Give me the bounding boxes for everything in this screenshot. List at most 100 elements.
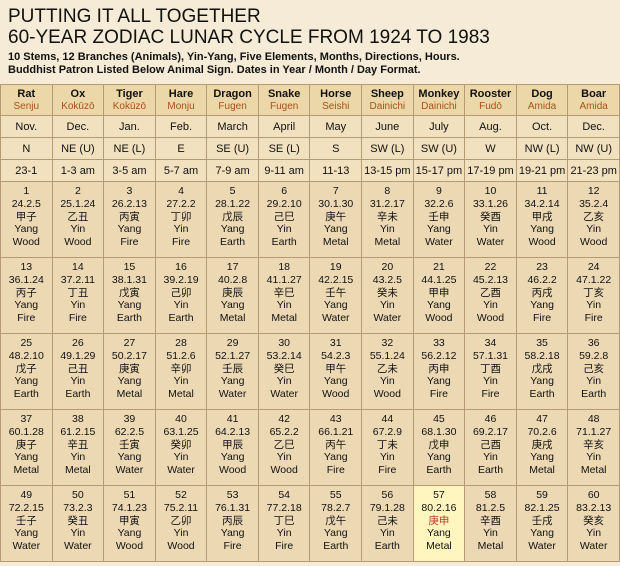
yin-yang: Yang xyxy=(530,375,554,388)
yin-yang: Yin xyxy=(586,527,602,540)
element: Water xyxy=(425,236,453,249)
hours-cell: 5-7 am xyxy=(154,159,208,182)
element: Earth xyxy=(529,388,555,401)
new-year-date: 83.2.13 xyxy=(576,501,612,514)
direction-cell: NW (U) xyxy=(567,137,620,160)
buddhist-patron: Senju xyxy=(13,100,40,112)
stem-branch: 甲子 xyxy=(15,210,37,223)
new-year-date: 55.1.24 xyxy=(369,349,405,362)
stem-branch: 辛亥 xyxy=(583,438,605,451)
direction-cell: SW (U) xyxy=(412,137,466,160)
element: Metal xyxy=(580,464,607,477)
animal-cell: Rat Senju xyxy=(0,84,53,116)
new-year-date: 47.1.22 xyxy=(576,273,612,286)
yin-yang: Yang xyxy=(117,527,142,540)
cycle-year-cell: 47 70.2.6 庚戌 Yang Metal xyxy=(515,409,569,486)
yin-yang: Yin xyxy=(173,299,189,312)
animal-cell: Snake Fugen xyxy=(257,84,311,116)
new-year-date: 26.2.13 xyxy=(111,197,147,210)
yin-yang: Yang xyxy=(220,223,245,236)
element: Earth xyxy=(13,388,39,401)
yin-yang: Yin xyxy=(483,223,498,236)
animal-cell: Dog Amida xyxy=(515,84,569,116)
cycle-year-cell: 13 36.1.24 丙子 Yang Fire xyxy=(0,257,53,334)
stem-branch: 壬辰 xyxy=(222,362,244,375)
cycle-number: 41 xyxy=(226,413,239,425)
stem-branch: 庚子 xyxy=(15,438,37,451)
cycle-number: 34 xyxy=(484,337,497,349)
cycle-year-cell: 56 79.1.28 己未 Yin Earth xyxy=(361,485,414,562)
stem-branch: 甲寅 xyxy=(118,514,140,527)
cycle-number: 58 xyxy=(484,489,497,501)
animal-cell: Horse Seishi xyxy=(309,84,363,116)
cycle-number: 22 xyxy=(484,261,497,273)
page-subtitle-line-2: Buddhist Patron Listed Below Animal Sign… xyxy=(8,64,421,76)
new-year-date: 44.1.25 xyxy=(421,273,457,286)
cycle-year-cell: 11 34.2.14 甲戌 Yang Wood xyxy=(515,181,569,258)
element: Water xyxy=(579,540,608,553)
element: Wood xyxy=(580,236,608,249)
element: Metal xyxy=(271,312,298,325)
direction-cell: NE (L) xyxy=(103,137,156,160)
animal-name: Hare xyxy=(168,87,194,100)
element: Fire xyxy=(68,312,87,325)
cycle-year-cell: 21 44.1.25 甲申 Yang Wood xyxy=(412,257,466,334)
cycle-number: 32 xyxy=(381,337,394,349)
yin-yang: Yang xyxy=(14,375,39,388)
new-year-date: 53.2.14 xyxy=(266,349,302,362)
yin-yang: Yin xyxy=(70,527,86,540)
cycle-row: 49 72.2.15 壬子 Yang Water 50 73.2.3 癸丑 Yin Water 51… xyxy=(0,485,620,562)
cycle-year-cell: 31 54.2.3 甲午 Yang Wood xyxy=(309,333,363,410)
stem-branch: 庚寅 xyxy=(118,362,140,375)
cycle-year-cell: 45 68.1.30 戊申 Yang Earth xyxy=(412,409,466,486)
cycle-year-cell: 7 30.1.30 庚午 Yang Metal xyxy=(309,181,363,258)
new-year-date: 24.2.5 xyxy=(11,197,41,210)
new-year-date: 45.2.13 xyxy=(472,273,509,286)
element: Fire xyxy=(120,236,139,249)
cycle-number: 5 xyxy=(229,185,236,197)
stem-branch: 庚午 xyxy=(325,210,347,223)
yin-yang: Yang xyxy=(530,527,554,540)
yin-yang: Yin xyxy=(586,299,602,312)
month-cell: Feb. xyxy=(154,115,208,138)
cycle-year-cell: 8 31.2.17 辛未 Yin Metal xyxy=(361,181,414,258)
new-year-date: 30.1.30 xyxy=(318,197,354,210)
new-year-date: 54.2.3 xyxy=(321,349,351,362)
new-year-date: 80.2.16 xyxy=(421,501,457,514)
element: Water xyxy=(476,236,505,249)
stem-branch: 丁巳 xyxy=(273,514,295,527)
month-cell: April xyxy=(257,115,311,138)
yin-yang: Yin xyxy=(173,451,189,464)
direction-cell: SW (L) xyxy=(361,137,414,160)
new-year-date: 71.1.27 xyxy=(576,425,612,438)
cycle-year-cell: 37 60.1.28 庚子 Yang Metal xyxy=(0,409,53,486)
month-cell: Jan. xyxy=(103,115,156,138)
stem-branch: 辛卯 xyxy=(170,362,192,375)
yin-yang: Yin xyxy=(70,375,86,388)
element: Water xyxy=(12,540,41,553)
element: Earth xyxy=(65,388,91,401)
animal-name: Boar xyxy=(581,87,607,100)
element: Water xyxy=(528,540,556,553)
new-year-date: 38.1.31 xyxy=(111,273,147,286)
cycle-row: 25 48.2.10 戊子 Yang Earth 26 49.1.29 己丑 Yin Earth 2… xyxy=(0,333,620,410)
cycle-year-cell: 38 61.2.15 辛丑 Yin Metal xyxy=(51,409,105,486)
element: Water xyxy=(115,464,144,477)
stem-branch: 壬午 xyxy=(325,286,347,299)
cycle-number: 4 xyxy=(178,185,184,197)
cycle-number: 26 xyxy=(72,337,84,349)
element: Metal xyxy=(374,236,401,249)
cycle-year-cell: 29 52.1.27 壬辰 Yang Water xyxy=(206,333,259,410)
element: Metal xyxy=(477,540,504,553)
hours-cell: 13-15 pm xyxy=(361,159,414,182)
element: Wood xyxy=(322,388,350,401)
animal-cell: Hare Monju xyxy=(154,84,208,116)
stem-branch: 乙未 xyxy=(376,362,398,375)
buddhist-patron: Fugen xyxy=(218,100,247,112)
cycle-year-cell: 46 69.2.17 己酉 Yin Earth xyxy=(464,409,517,486)
new-year-date: 31.2.17 xyxy=(369,197,405,210)
yin-yang: Yang xyxy=(530,299,554,312)
new-year-date: 29.2.10 xyxy=(266,197,302,210)
cycle-year-cell: 12 35.2.4 乙亥 Yin Wood xyxy=(567,181,620,258)
cycle-year-cell: 35 58.2.18 戊戌 Yang Earth xyxy=(515,333,569,410)
